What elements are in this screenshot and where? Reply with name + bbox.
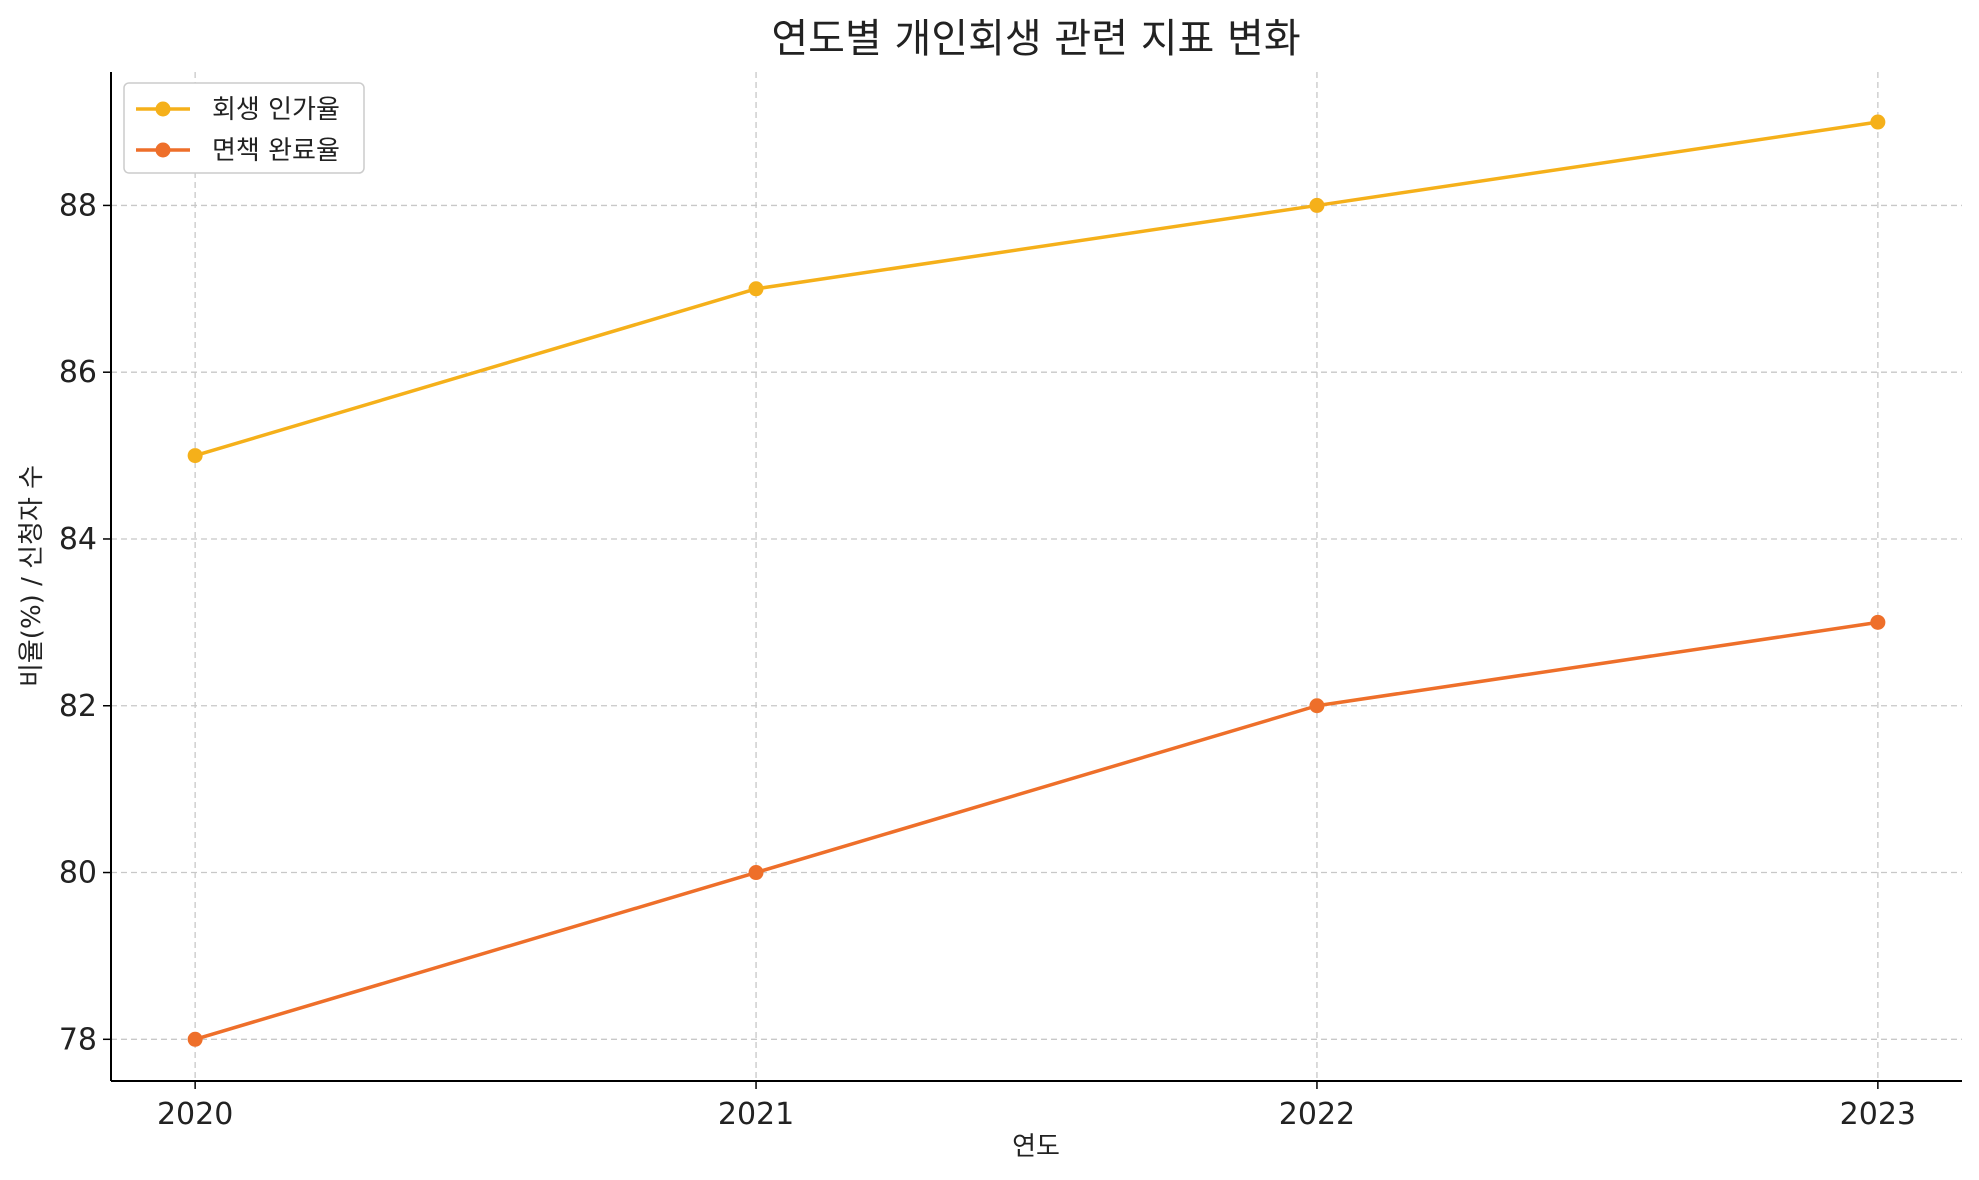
x-tick-label: 2022 xyxy=(1279,1097,1355,1132)
x-ticks: 2020 2021 2022 2023 xyxy=(157,1081,1916,1132)
grid xyxy=(111,72,1962,1081)
y-ticks: 78 80 82 84 86 88 xyxy=(59,188,111,1057)
series-1 xyxy=(187,114,1886,464)
series-line xyxy=(193,120,1880,458)
data-point xyxy=(1870,614,1886,630)
x-tick-label: 2020 xyxy=(157,1097,233,1132)
data-point xyxy=(1870,114,1886,130)
series-line xyxy=(193,620,1880,1042)
legend-swatch-marker xyxy=(155,101,171,117)
y-tick-label: 86 xyxy=(59,355,97,390)
x-tick-label: 2021 xyxy=(718,1097,794,1132)
data-point xyxy=(1309,197,1325,213)
series-layer xyxy=(187,114,1886,1047)
y-tick-label: 88 xyxy=(59,188,97,223)
data-point xyxy=(187,448,203,464)
x-tick-label: 2023 xyxy=(1840,1097,1916,1132)
legend-item: 회생 인가율 xyxy=(136,95,340,125)
y-tick-label: 82 xyxy=(59,689,97,724)
legend-label: 회생 인가율 xyxy=(212,95,340,125)
series-2 xyxy=(187,614,1886,1047)
x-axis-label: 연도 xyxy=(1012,1132,1060,1162)
y-tick-label: 80 xyxy=(59,856,97,891)
legend-label: 면책 완료율 xyxy=(212,136,340,166)
data-point xyxy=(187,1031,203,1047)
data-point xyxy=(1309,698,1325,714)
y-axis-label: 비율(%) / 신청자 수 xyxy=(17,465,47,687)
data-point xyxy=(748,865,764,881)
axes xyxy=(110,72,1962,1082)
data-point xyxy=(748,281,764,297)
legend-swatch-marker xyxy=(155,142,171,158)
y-tick-label: 84 xyxy=(59,522,97,557)
chart-title: 연도별 개인회생 관련 지표 변화 xyxy=(771,16,1300,62)
legend-item: 면책 완료율 xyxy=(136,136,340,166)
y-tick-label: 78 xyxy=(59,1022,97,1057)
